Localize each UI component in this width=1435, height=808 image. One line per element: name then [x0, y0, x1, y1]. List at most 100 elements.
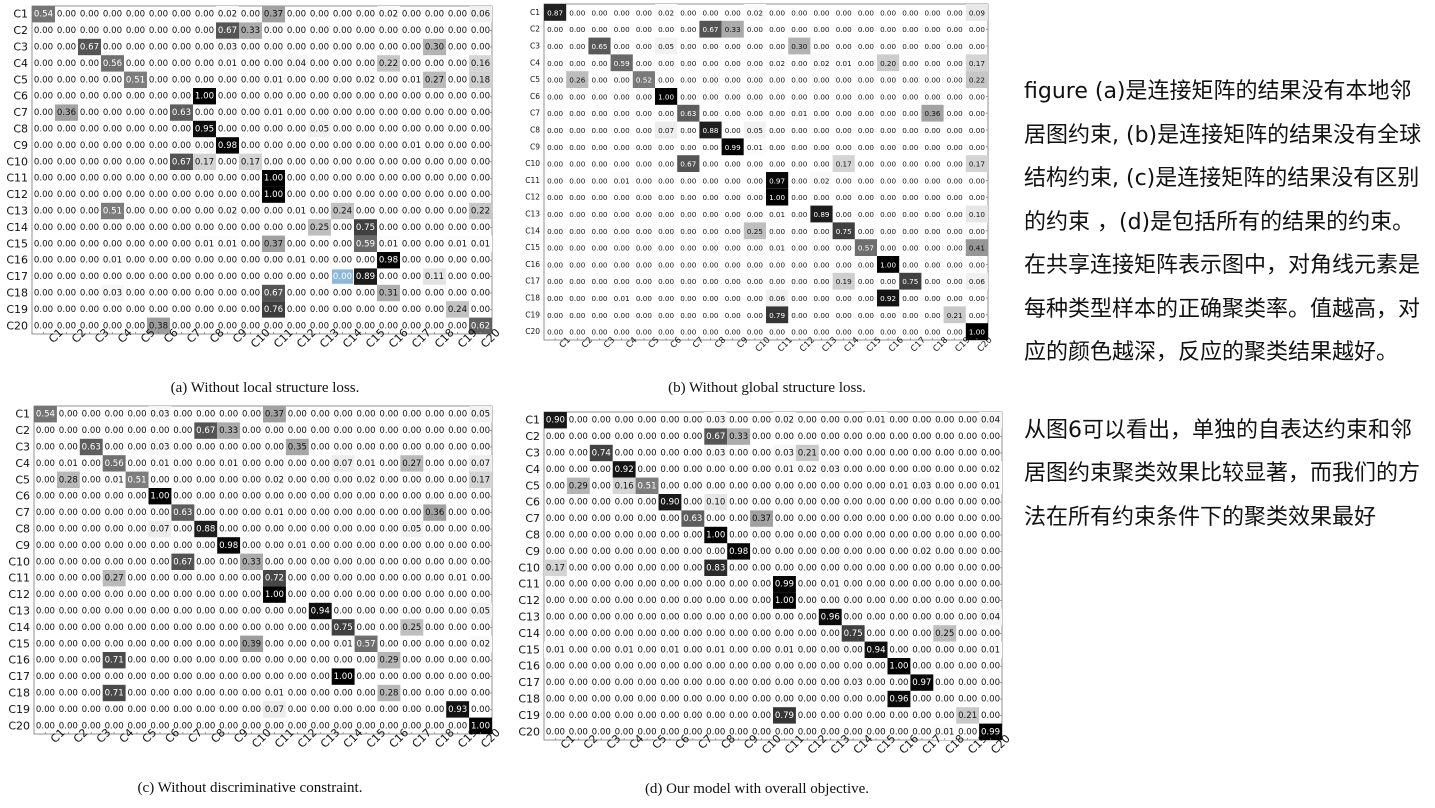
cell-value: 0.00	[729, 449, 748, 459]
heatmap-cell	[810, 54, 833, 72]
cell-value: 0.00	[448, 525, 467, 535]
cell-value: 0.01	[219, 459, 238, 469]
cell-value: 0.00	[196, 721, 215, 731]
cell-value: 0.00	[356, 557, 375, 567]
cell-value: 0.00	[947, 126, 963, 135]
cell-value: 0.00	[866, 563, 885, 573]
cell-value: 0.00	[57, 239, 76, 249]
cell-value: 0.56	[105, 459, 124, 469]
cell-value: 0.00	[57, 10, 76, 20]
cell-value: 0.00	[448, 639, 467, 649]
cell-value: 0.00	[219, 656, 238, 666]
row-label: C16	[518, 660, 540, 673]
cell-value: 0.96	[821, 613, 840, 623]
cell-value: 0.00	[471, 672, 490, 682]
cell-value: 0.00	[702, 210, 718, 219]
row-label: C9	[13, 139, 28, 152]
cell-value: 0.00	[729, 580, 748, 590]
cell-value: 0.00	[149, 174, 168, 184]
cell-value: 0.00	[196, 607, 215, 617]
cell-value: 0.00	[195, 305, 214, 315]
cell-value: 0.00	[311, 443, 330, 453]
cell-value: 0.00	[425, 174, 444, 184]
heatmap-cell	[704, 494, 728, 511]
heatmap-cell	[263, 504, 286, 521]
heatmap-cell	[193, 153, 216, 170]
cell-value: 0.00	[471, 43, 490, 53]
cell-value: 0.00	[425, 10, 444, 20]
heatmap-cell	[78, 38, 101, 56]
cell-value: 0.33	[241, 26, 260, 36]
description-paragraph-1: figure (a)是连接矩阵的结果没有本地邻居图约束, (b)是连接矩阵的结果…	[1024, 79, 1422, 365]
heatmap-cell	[635, 477, 659, 494]
cell-value: 0.00	[218, 157, 237, 167]
cell-value: 0.05	[471, 607, 490, 617]
cell-value: 0.00	[546, 727, 565, 737]
cell-value: 0.00	[471, 289, 490, 299]
cell-value: 0.00	[425, 223, 444, 233]
cell-value: 0.00	[287, 289, 306, 299]
cell-value: 0.00	[912, 645, 931, 655]
cell-value: 0.00	[615, 449, 634, 459]
row-label: C18	[8, 687, 30, 700]
cell-value: 0.01	[150, 459, 169, 469]
cell-value: 0.00	[569, 514, 588, 524]
cell-value: 0.00	[798, 531, 817, 541]
heatmap-cell	[102, 652, 126, 669]
cell-value: 0.00	[637, 678, 656, 688]
heatmap-cell	[910, 477, 934, 494]
cell-value: 0.00	[311, 541, 330, 551]
cell-value: 0.00	[798, 678, 817, 688]
cell-value: 0.00	[34, 239, 53, 249]
cell-value: 0.00	[912, 727, 931, 737]
cell-value: 0.00	[425, 557, 444, 567]
cell-value: 0.00	[356, 443, 375, 453]
cell-value: 0.00	[402, 190, 421, 200]
cell-value: 0.00	[150, 705, 169, 715]
cell-value: 0.00	[264, 321, 283, 331]
cell-value: 0.35	[288, 443, 307, 453]
heatmap-d: C1 0.90 0.00 0.00 0.00 0.00 0.00 0.00 0.03 0.00 0.…	[518, 411, 1013, 757]
cell-value: 0.00	[195, 75, 214, 85]
cell-value: 0.00	[591, 176, 607, 185]
cell-value: 0.00	[592, 596, 611, 606]
cell-value: 0.02	[379, 10, 398, 20]
heatmap-cell	[721, 20, 744, 38]
cell-value: 0.00	[813, 260, 829, 269]
cell-value: 0.00	[569, 563, 588, 573]
cell-value: 0.00	[569, 498, 588, 508]
heatmap-cell	[354, 235, 377, 252]
cell-value: 0.00	[791, 244, 807, 253]
cell-value: 0.00	[702, 328, 718, 337]
cell-value: 0.00	[866, 580, 885, 590]
cell-value: 0.00	[264, 43, 283, 53]
heatmap-cell	[612, 477, 636, 494]
heatmap-cell	[681, 510, 705, 527]
cell-value: 0.00	[947, 92, 963, 101]
cell-value: 0.99	[725, 143, 741, 152]
heatmap-panel-b: C1 0.87 0.00 0.00 0.00 0.00 0.02 0.00 0.00 0.00 0.…	[512, 0, 1002, 400]
cell-value: 0.00	[149, 207, 168, 217]
cell-value: 0.00	[173, 705, 192, 715]
cell-value: 0.00	[683, 645, 702, 655]
cell-value: 0.00	[821, 645, 840, 655]
cell-value: 0.00	[702, 76, 718, 85]
cell-value: 0.00	[356, 26, 375, 36]
cell-value: 0.00	[880, 277, 896, 286]
cell-value: 0.00	[702, 193, 718, 202]
cell-value: 0.00	[356, 256, 375, 266]
cell-value: 0.00	[448, 223, 467, 233]
cell-value: 0.00	[172, 92, 191, 102]
cell-value: 0.00	[591, 109, 607, 118]
cell-value: 0.00	[59, 492, 78, 502]
cell-value: 0.03	[844, 678, 863, 688]
cell-value: 0.00	[288, 590, 307, 600]
cell-value: 0.00	[706, 613, 725, 623]
cell-value: 0.00	[981, 498, 1000, 508]
cell-value: 0.00	[57, 26, 76, 36]
cell-value: 0.00	[981, 596, 1000, 606]
heatmap-cell	[469, 317, 492, 334]
cell-value: 0.01	[265, 508, 284, 518]
cell-value: 0.00	[935, 711, 954, 721]
cell-value: 0.00	[150, 689, 169, 699]
